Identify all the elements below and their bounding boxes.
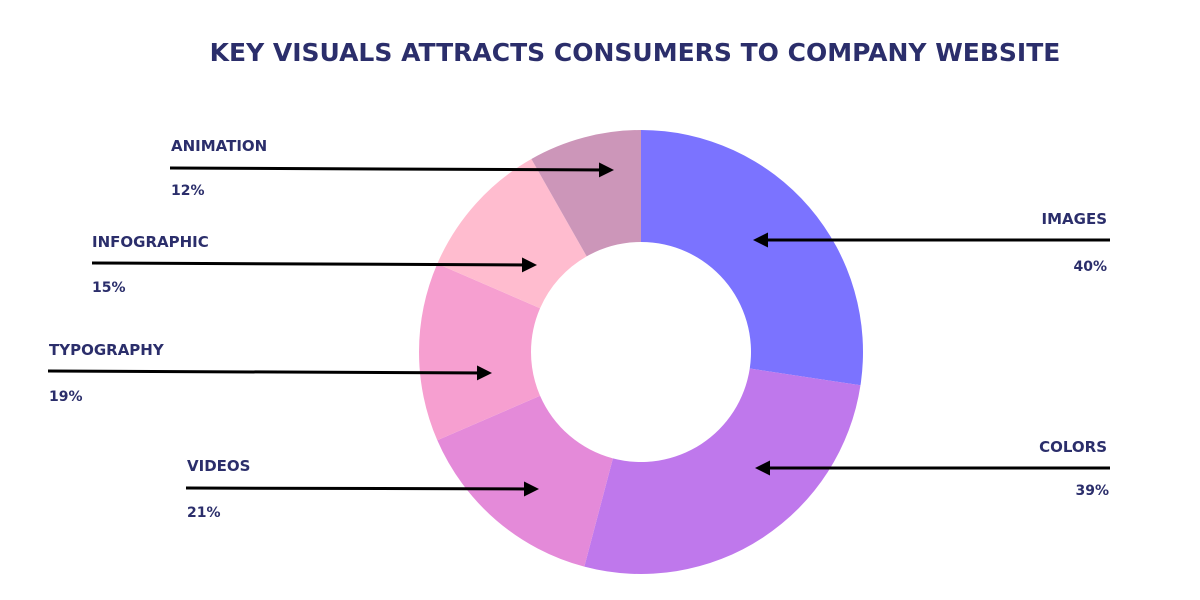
slice-animation [531,130,641,257]
arrow-animation [169,162,614,178]
slice-labels: IMAGES 40% COLORS 39% VIDEOS 21% TYPOGRAPHY 19%… [49,137,1109,521]
slice-videos [437,395,613,567]
value-videos: 21% [187,505,221,521]
value-images: 40% [1073,259,1107,275]
label-typography: TYPOGRAPHY [49,341,165,359]
arrow-videos [185,481,539,497]
label-colors: COLORS [1039,438,1107,456]
label-videos: VIDEOS [187,457,250,475]
value-colors: 39% [1075,483,1109,499]
value-typography: 19% [49,389,83,405]
slice-images [641,130,864,386]
arrow-infographic [91,257,537,273]
label-infographic: INFOGRAPHIC [92,233,209,251]
arrow-typography [47,365,492,381]
donut-slices [419,130,864,574]
slice-typography [419,263,541,441]
slice-infographic [437,158,587,309]
value-animation: 12% [171,183,205,199]
label-animation: ANIMATION [171,137,267,155]
value-infographic: 15% [92,280,126,296]
label-images: IMAGES [1042,210,1107,228]
slice-colors [584,368,861,574]
chart-title: KEY VISUALS ATTRACTS CONSUMERS TO COMPAN… [209,38,1061,67]
label-arrows [47,162,1110,497]
